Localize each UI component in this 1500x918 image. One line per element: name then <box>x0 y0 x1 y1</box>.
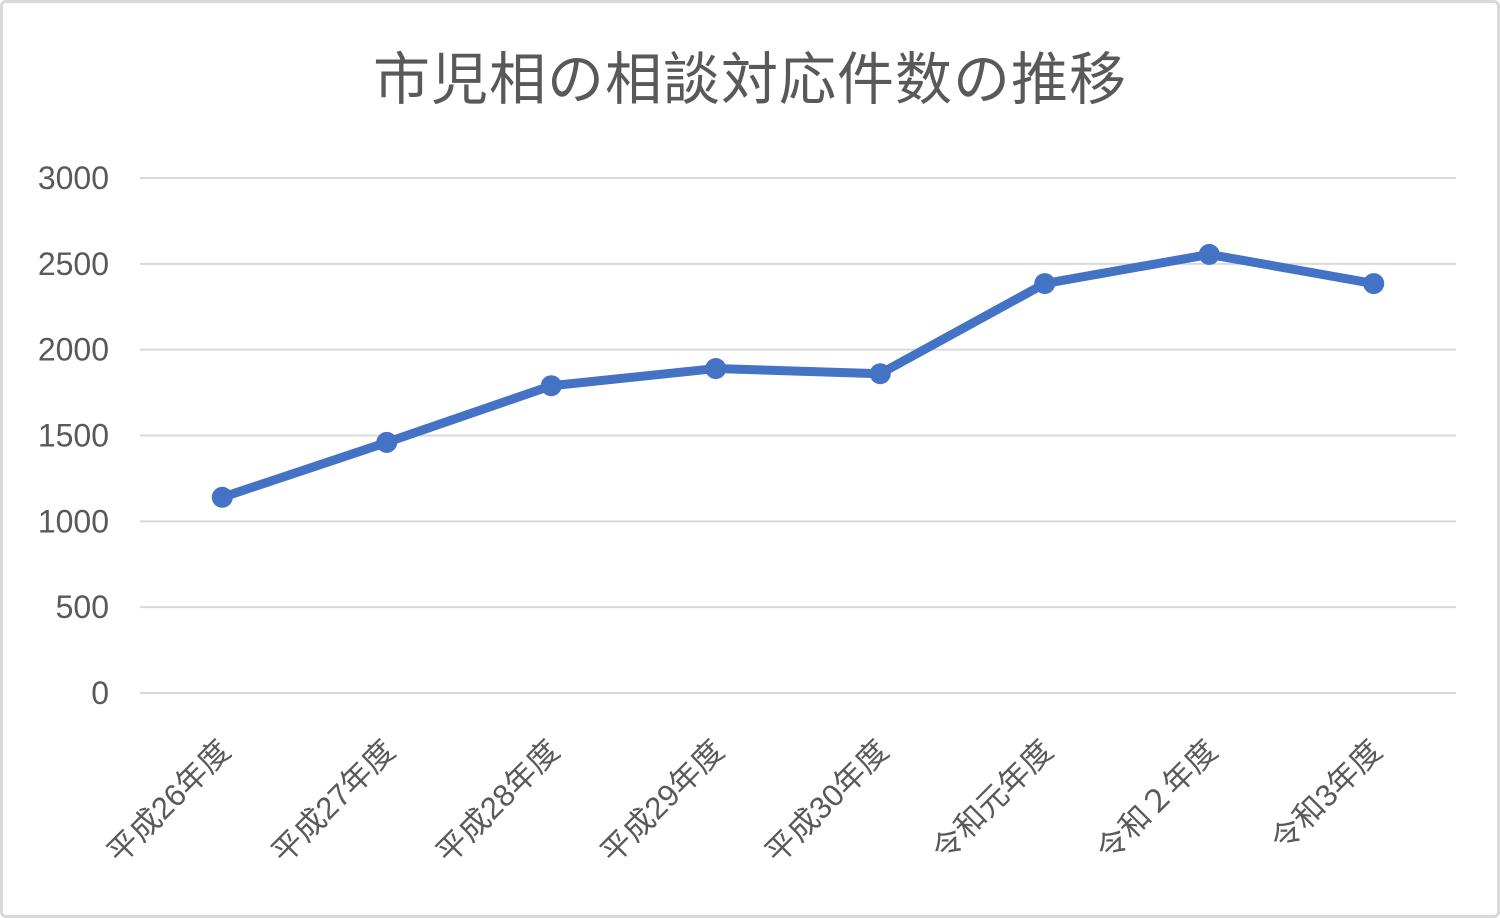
x-axis-tick-label: 令和２年度 <box>1090 733 1224 867</box>
data-point-marker <box>376 431 398 453</box>
x-axis-tick-label: 平成26年度 <box>100 733 237 870</box>
data-point-marker <box>705 358 727 380</box>
line-chart-plot: 0 500 1000 1500 2000 2500 3000 平成26年度 平成27年度 平成28… <box>38 160 1456 870</box>
y-axis-tick-label: 2500 <box>38 246 109 282</box>
y-axis-tick-label: 1500 <box>38 418 109 454</box>
y-axis-tick-label: 3000 <box>38 160 109 196</box>
y-axis-tick-label: 1000 <box>38 503 109 539</box>
x-axis-tick-label: 平成30年度 <box>758 733 895 870</box>
data-point-marker <box>1198 243 1220 265</box>
x-axis-tick-label: 令和元年度 <box>925 733 1059 867</box>
data-point-marker <box>869 363 891 385</box>
x-axis-tick-label: 平成27年度 <box>265 733 402 870</box>
data-point-marker <box>1034 273 1056 295</box>
y-axis-tick-label: 2000 <box>38 332 109 368</box>
x-axis-tick-label: 令和3年度 <box>1264 733 1389 858</box>
data-point-marker <box>1363 273 1385 295</box>
data-line <box>217 249 1379 502</box>
data-point-marker <box>540 375 562 397</box>
y-axis-tick-label: 0 <box>91 675 109 711</box>
x-axis-tick-label: 平成28年度 <box>429 733 566 870</box>
y-axis-tick-label: 500 <box>56 589 109 625</box>
x-axis-tick-label: 平成29年度 <box>594 733 731 870</box>
data-point-marker <box>211 486 233 508</box>
chart-title: 市児相の相談対応件数の推移 <box>373 48 1127 112</box>
